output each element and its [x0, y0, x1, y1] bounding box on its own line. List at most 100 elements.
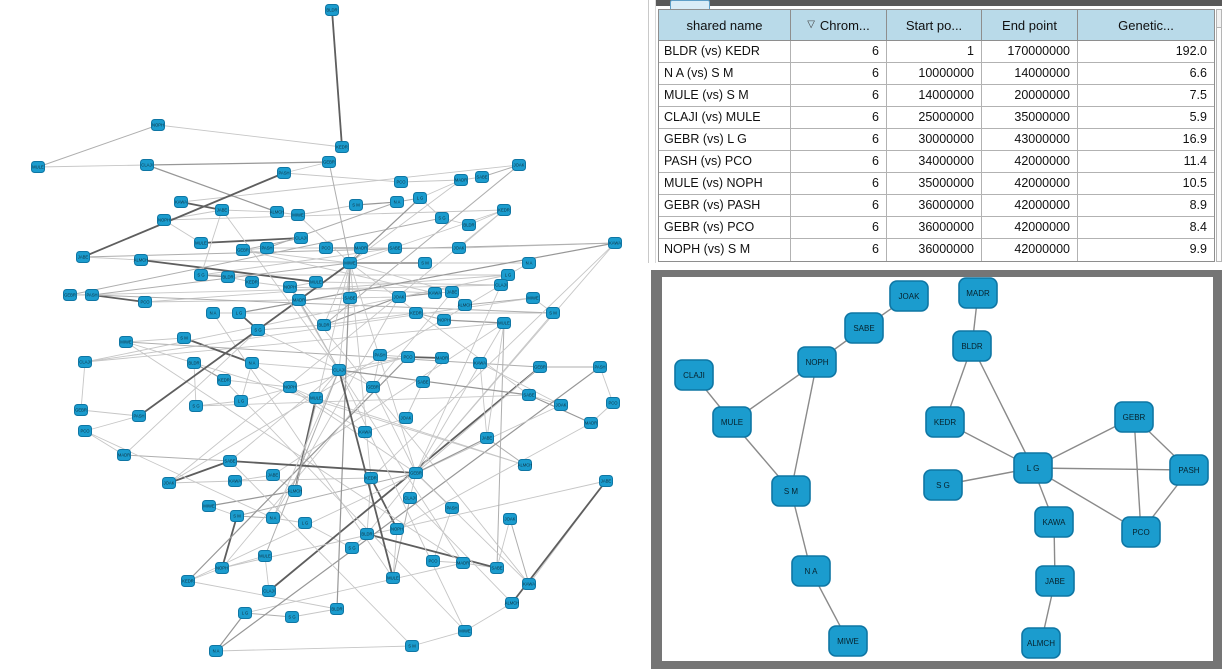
- table-cell[interactable]: 6: [791, 151, 887, 173]
- network-edge[interactable]: [234, 477, 372, 482]
- network-edge[interactable]: [338, 369, 530, 396]
- network-edge[interactable]: [338, 356, 409, 371]
- network-edge[interactable]: [251, 362, 417, 474]
- network-node[interactable]: [140, 159, 154, 171]
- network-edge[interactable]: [200, 237, 302, 244]
- network-node[interactable]: [416, 376, 430, 388]
- network-edge[interactable]: [223, 379, 466, 632]
- table-cell[interactable]: 36000000: [887, 239, 982, 261]
- network-node[interactable]: [435, 212, 449, 224]
- network-node[interactable]: [497, 204, 511, 216]
- network-edge[interactable]: [283, 172, 402, 183]
- network-edge[interactable]: [415, 284, 502, 474]
- network-node[interactable]: [480, 432, 494, 444]
- network-edge[interactable]: [229, 369, 340, 462]
- network-node[interactable]: [403, 492, 417, 504]
- table-cell[interactable]: 11.4: [1078, 151, 1214, 173]
- table-cell[interactable]: 42000000: [982, 239, 1078, 261]
- network-node[interactable]: [462, 219, 476, 231]
- network-edge[interactable]: [409, 497, 513, 604]
- network-node[interactable]: [445, 286, 459, 298]
- network-node[interactable]: [181, 575, 195, 587]
- network-edge[interactable]: [283, 161, 330, 174]
- network-edge[interactable]: [229, 460, 413, 647]
- network-node[interactable]: [294, 232, 308, 244]
- network-edge[interactable]: [163, 209, 505, 221]
- network-node[interactable]: [399, 412, 413, 424]
- network-node[interactable]: [366, 381, 380, 393]
- network-edge[interactable]: [168, 480, 236, 484]
- network-edge[interactable]: [411, 630, 466, 647]
- table-cell[interactable]: 10000000: [887, 63, 982, 85]
- network-node[interactable]: [230, 510, 244, 522]
- network-node[interactable]: [215, 204, 229, 216]
- network-node-kawa[interactable]: [1034, 506, 1074, 538]
- network-node[interactable]: [405, 640, 419, 652]
- network-node[interactable]: [325, 4, 339, 16]
- network-edge[interactable]: [415, 472, 530, 585]
- network-edge[interactable]: [349, 296, 400, 299]
- network-edge[interactable]: [415, 312, 554, 474]
- network-edge[interactable]: [297, 204, 357, 216]
- network-edge[interactable]: [187, 404, 562, 582]
- network-node[interactable]: [260, 242, 274, 254]
- table-cell[interactable]: 6: [791, 129, 887, 151]
- network-node[interactable]: [518, 459, 532, 471]
- network-edge[interactable]: [372, 386, 417, 474]
- network-node[interactable]: [354, 242, 368, 254]
- network-node[interactable]: [358, 426, 372, 438]
- table-cell[interactable]: N A (vs) S M: [659, 63, 791, 85]
- network-node[interactable]: [437, 314, 451, 326]
- network-edge[interactable]: [328, 161, 351, 264]
- network-node[interactable]: [292, 294, 306, 306]
- network-edge[interactable]: [338, 369, 464, 564]
- table-cell[interactable]: 36000000: [887, 195, 982, 217]
- table-cell[interactable]: 42000000: [982, 195, 1078, 217]
- network-edge[interactable]: [244, 562, 464, 614]
- network-node[interactable]: [234, 395, 248, 407]
- network-edge[interactable]: [349, 262, 417, 474]
- network-edge[interactable]: [349, 179, 462, 264]
- column-header-sharedname[interactable]: shared name: [659, 10, 791, 41]
- network-edge[interactable]: [223, 379, 291, 388]
- network-node[interactable]: [151, 119, 165, 131]
- table-cell[interactable]: NOPH (vs) S M: [659, 239, 791, 261]
- network-node[interactable]: [215, 562, 229, 574]
- network-edge[interactable]: [37, 124, 159, 168]
- network-node[interactable]: [134, 254, 148, 266]
- table-cell[interactable]: 6: [791, 195, 887, 217]
- network-node[interactable]: [209, 645, 223, 657]
- network-node-madr[interactable]: [958, 277, 998, 309]
- network-edge[interactable]: [140, 259, 351, 264]
- network-edge[interactable]: [82, 256, 142, 261]
- network-node[interactable]: [501, 269, 515, 281]
- column-header-chrom[interactable]: ▽ Chrom...: [791, 10, 887, 41]
- network-node[interactable]: [309, 392, 323, 404]
- network-node[interactable]: [533, 361, 547, 373]
- network-node[interactable]: [217, 374, 231, 386]
- table-cell[interactable]: 7.5: [1078, 85, 1214, 107]
- table-cell[interactable]: 192.0: [1078, 41, 1214, 63]
- network-edge[interactable]: [146, 164, 278, 213]
- table-cell[interactable]: 8.4: [1078, 217, 1214, 239]
- network-edge[interactable]: [415, 322, 505, 474]
- network-node[interactable]: [322, 156, 336, 168]
- table-cell[interactable]: 8.9: [1078, 195, 1214, 217]
- network-node[interactable]: [31, 161, 45, 173]
- network-edge[interactable]: [168, 460, 231, 484]
- table-cell[interactable]: 6: [791, 173, 887, 195]
- network-node[interactable]: [392, 291, 406, 303]
- network-edge[interactable]: [251, 362, 340, 371]
- network-node[interactable]: [497, 317, 511, 329]
- network-node[interactable]: [343, 292, 357, 304]
- network-node-joak[interactable]: [889, 280, 929, 312]
- network-edge[interactable]: [1133, 416, 1142, 533]
- table-cell[interactable]: 42000000: [982, 151, 1078, 173]
- network-edge[interactable]: [125, 337, 185, 343]
- table-cell[interactable]: 42000000: [982, 173, 1078, 195]
- network-node-noph[interactable]: [797, 346, 837, 378]
- network-edge[interactable]: [215, 645, 413, 652]
- network-edge[interactable]: [366, 533, 498, 569]
- network-edge[interactable]: [297, 214, 351, 264]
